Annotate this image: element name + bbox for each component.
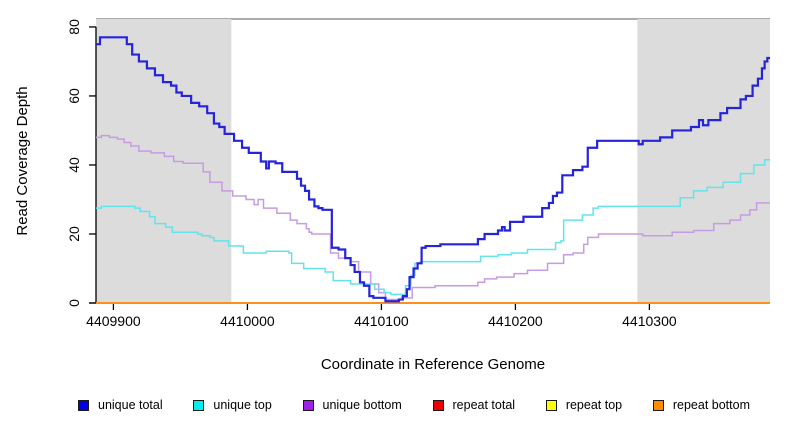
legend-item-unique-total: unique total (78, 398, 163, 412)
y-tick-label: 60 (66, 88, 82, 104)
x-tick-label: 4409900 (86, 313, 141, 329)
y-axis-title: Read Coverage Depth (14, 86, 31, 235)
legend-label: repeat total (452, 398, 516, 412)
y-tick-label: 0 (66, 299, 82, 307)
x-tick-label: 4410000 (220, 313, 275, 329)
y-tick-label: 20 (66, 226, 82, 242)
legend-swatch-unique-top (193, 399, 205, 411)
legend-label: unique bottom (322, 398, 402, 412)
x-axis-title: Coordinate in Reference Genome (321, 356, 545, 373)
legend-item-unique-bottom: unique bottom (302, 398, 402, 412)
x-tick-label: 4410200 (488, 313, 543, 329)
legend-label: unique total (98, 398, 163, 412)
legend-item-repeat-top: repeat top (545, 398, 623, 412)
legend-label: repeat bottom (672, 398, 750, 412)
y-tick-label: 40 (66, 157, 82, 173)
legend-swatch-repeat-total (432, 399, 444, 411)
legend-swatch-repeat-top (545, 399, 557, 411)
legend: unique total unique top unique bottom repea… (78, 394, 750, 416)
legend-item-repeat-bottom: repeat bottom (652, 398, 750, 412)
legend-item-unique-top: unique top (193, 398, 272, 412)
legend-label: repeat top (565, 398, 623, 412)
series-line-unique-top (96, 159, 770, 296)
series-line-unique-total (96, 36, 770, 303)
shaded-region (96, 19, 232, 303)
x-tick-label: 4410100 (354, 313, 409, 329)
x-tick-label: 4410300 (622, 313, 677, 329)
y-tick-label: 80 (66, 19, 82, 35)
legend-swatch-unique-total (78, 399, 89, 411)
legend-swatch-repeat-bottom (652, 399, 664, 411)
shaded-region (637, 19, 770, 303)
legend-swatch-unique-bottom (302, 399, 314, 411)
legend-item-repeat-total: repeat total (432, 398, 516, 412)
legend-label: unique top (213, 398, 272, 412)
